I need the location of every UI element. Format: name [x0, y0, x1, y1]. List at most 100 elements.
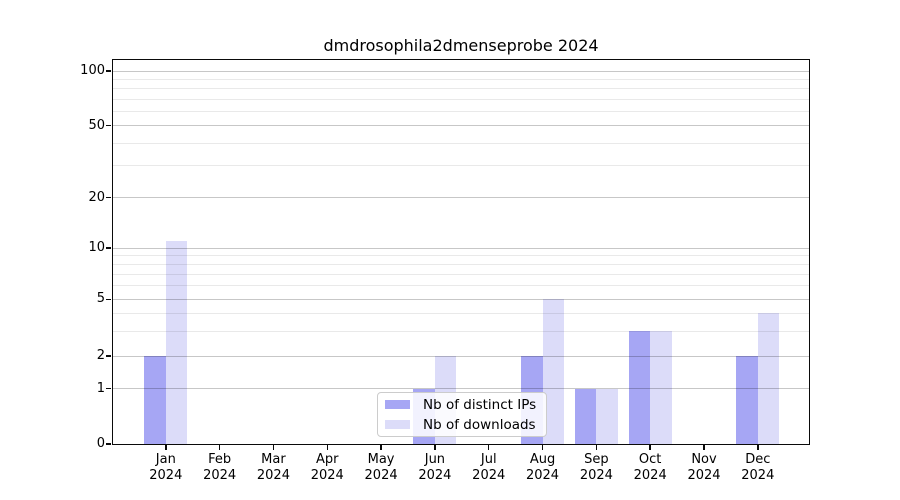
x-tick-year-jul: 2024 — [472, 468, 506, 483]
gridline-minor-3 — [112, 330, 810, 332]
bar-distinct-ips-jan — [144, 356, 166, 444]
x-tick-month-aug: Aug — [529, 452, 556, 467]
legend-swatch-downloads — [385, 420, 410, 429]
gridline-major-10 — [112, 247, 810, 249]
x-tick-month-dec: Dec — [745, 452, 771, 467]
bar-distinct-ips-dec — [736, 356, 758, 444]
gridline-major-100 — [112, 70, 810, 72]
x-tick-month-jan: Jan — [155, 452, 176, 467]
gridline-major-5 — [112, 298, 810, 300]
x-tick-month-feb: Feb — [208, 452, 232, 467]
bar-distinct-ips-oct — [628, 331, 651, 444]
x-tick-year-oct: 2024 — [633, 468, 667, 483]
x-tick-year-apr: 2024 — [310, 468, 344, 483]
gridline-minor-8 — [112, 264, 810, 265]
legend-swatch-distinct-ips — [385, 400, 410, 409]
gridline-minor-80 — [112, 88, 810, 90]
y-tick-label-0: 0 — [96, 436, 105, 451]
gridline-major-20 — [112, 197, 810, 198]
y-tick-label-20: 20 — [88, 189, 105, 205]
bar-distinct-ips-sep — [574, 388, 597, 444]
x-tick-year-aug: 2024 — [525, 468, 560, 483]
y-tick-label-100: 100 — [80, 63, 105, 78]
x-tickmark-may — [380, 444, 382, 450]
y-tick-label-1: 1 — [96, 380, 105, 396]
x-tickmark-dec — [757, 444, 759, 450]
y-tickmark-2 — [106, 355, 111, 357]
x-tick-label-jul: Jul 2024 — [457, 452, 521, 484]
y-tick-label-50: 50 — [88, 117, 105, 133]
x-tick-label-oct: Oct 2024 — [618, 452, 682, 484]
y-tickmark-1 — [106, 387, 111, 390]
x-tickmark-aug — [541, 444, 544, 450]
x-tick-month-jun: Jun — [424, 452, 446, 467]
x-tick-label-feb: Feb 2024 — [188, 452, 252, 484]
legend: Nb of distinct IPs Nb of downloads — [377, 392, 547, 437]
x-tick-year-jan: 2024 — [149, 468, 183, 483]
bar-downloads-oct — [650, 331, 672, 444]
legend-label-distinct-ips: Nb of distinct IPs — [423, 396, 537, 413]
x-tick-label-mar: Mar 2024 — [241, 452, 305, 484]
gridline-major-50 — [112, 125, 810, 126]
y-tick-label-10: 10 — [88, 240, 105, 255]
gridline-minor-90 — [112, 78, 810, 80]
x-tick-label-sep: Sep 2024 — [564, 452, 628, 484]
x-tick-year-jun: 2024 — [418, 468, 452, 483]
x-tickmark-feb — [218, 444, 221, 450]
x-tick-month-nov: Nov — [691, 452, 717, 467]
bar-downloads-sep — [596, 388, 618, 444]
x-tickmark-apr — [326, 444, 328, 450]
x-tick-label-jun: Jun 2024 — [403, 452, 467, 484]
gridline-minor-60 — [112, 110, 810, 112]
x-tick-year-sep: 2024 — [579, 468, 613, 483]
gridline-minor-9 — [112, 255, 810, 257]
y-tickmark-50 — [106, 124, 111, 127]
x-tick-label-aug: Aug 2024 — [511, 452, 575, 484]
plot-border — [111, 58, 810, 445]
x-tick-year-mar: 2024 — [256, 468, 290, 483]
bar-downloads-jan — [165, 241, 188, 444]
x-tick-month-jul: Jul — [480, 452, 497, 467]
y-tickmark-5 — [106, 298, 111, 301]
x-tick-year-feb: 2024 — [203, 468, 237, 483]
x-tickmark-oct — [649, 444, 651, 450]
x-tick-label-may: May 2024 — [349, 452, 413, 484]
x-tickmark-jan — [165, 444, 167, 450]
legend-item-distinct-ips: Nb of distinct IPs — [385, 397, 538, 413]
x-tickmark-sep — [595, 444, 598, 450]
x-tick-month-may: May — [367, 452, 395, 467]
chart-title: dmdrosophila2dmenseprobe 2024 — [323, 36, 599, 55]
gridline-major-1 — [112, 388, 810, 389]
x-tick-label-jan: Jan 2024 — [134, 452, 198, 484]
x-tick-label-dec: Dec 2024 — [726, 452, 790, 484]
x-tick-year-nov: 2024 — [687, 468, 721, 483]
y-tick-label-2: 2 — [96, 348, 105, 364]
x-tick-month-sep: Sep — [584, 452, 609, 467]
gridline-minor-70 — [112, 98, 810, 100]
bar-downloads-dec — [757, 313, 780, 444]
x-tickmark-jun — [434, 444, 436, 450]
legend-item-downloads: Nb of downloads — [385, 417, 538, 433]
x-tick-year-dec: 2024 — [741, 468, 775, 483]
y-tickmark-0 — [106, 443, 111, 445]
x-tickmark-nov — [703, 444, 705, 450]
x-tick-label-apr: Apr 2024 — [295, 452, 359, 484]
x-tickmark-jul — [487, 444, 490, 450]
x-tick-year-may: 2024 — [364, 468, 398, 483]
gridline-minor-30 — [112, 165, 810, 167]
gridline-minor-6 — [112, 285, 810, 287]
x-tick-month-oct: Oct — [638, 452, 662, 467]
y-tickmark-20 — [106, 196, 111, 199]
legend-label-downloads: Nb of downloads — [423, 416, 536, 433]
x-tick-month-mar: Mar — [261, 452, 286, 467]
y-tickmark-10 — [106, 247, 111, 249]
gridline-minor-4 — [112, 312, 810, 314]
x-tick-month-apr: Apr — [316, 452, 339, 467]
y-tickmark-100 — [106, 70, 111, 72]
gridline-minor-7 — [112, 273, 810, 275]
y-tick-label-5: 5 — [96, 291, 105, 307]
gridline-major-2 — [112, 355, 810, 357]
gridline-minor-40 — [112, 142, 810, 144]
x-tick-label-nov: Nov 2024 — [672, 452, 736, 484]
